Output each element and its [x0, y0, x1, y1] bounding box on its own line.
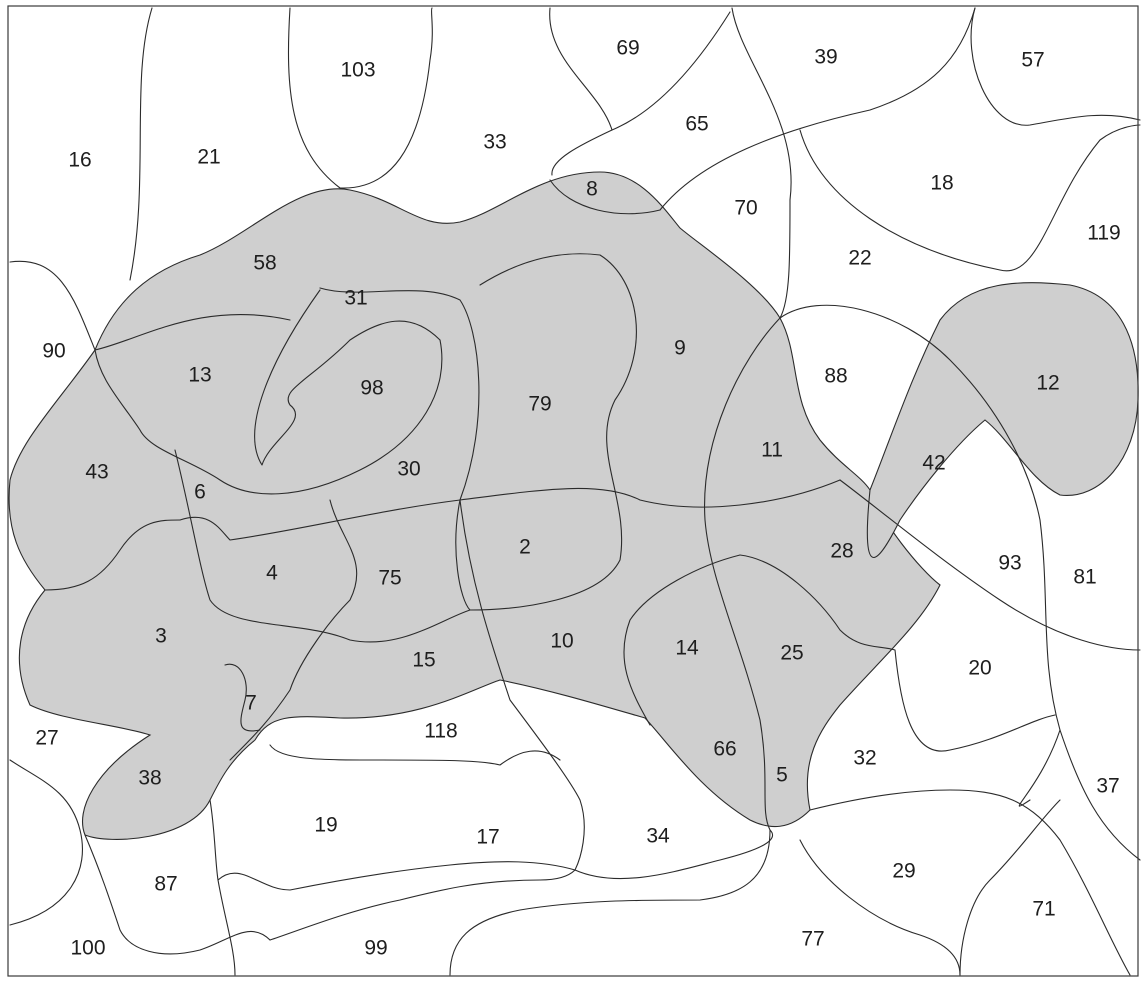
region-label: 25: [780, 642, 803, 665]
boundary-line: [731, 7, 792, 319]
region-label: 14: [675, 637, 699, 660]
region-label: 20: [968, 657, 991, 680]
region-label: 5: [776, 764, 788, 787]
region-label: 90: [42, 340, 65, 363]
region-label: 65: [685, 113, 708, 136]
region-label: 99: [364, 937, 387, 960]
boundary-line: [799, 124, 1141, 272]
boundary-line: [254, 289, 441, 466]
region-label: 69: [616, 37, 639, 60]
region-label: 39: [814, 46, 837, 69]
boundary-line: [9, 260, 96, 351]
region-label: 32: [853, 747, 876, 770]
region-label: 58: [253, 252, 276, 275]
region-label: 42: [922, 452, 945, 475]
region-label: 103: [340, 59, 375, 82]
region-label: 9: [674, 337, 686, 360]
boundary-line: [224, 663, 261, 732]
boundary-line: [217, 879, 236, 976]
boundary-line: [549, 179, 661, 215]
region-label: 87: [154, 873, 177, 896]
boundary-line: [94, 313, 291, 351]
boundary-line: [799, 839, 961, 976]
boundary-line: [839, 479, 1141, 651]
region-label: 119: [1087, 222, 1120, 245]
region-label: 93: [998, 552, 1021, 575]
region-label: 6: [194, 481, 206, 504]
region-label: 12: [1036, 372, 1059, 395]
region-label: 43: [85, 461, 108, 484]
boundary-line: [1059, 729, 1141, 861]
region-label: 16: [68, 149, 91, 172]
boundary-line: [459, 499, 585, 871]
region-label: 71: [1032, 898, 1055, 921]
boundary-line: [287, 7, 433, 189]
region-label: 22: [848, 247, 871, 270]
boundary-line: [9, 759, 83, 926]
region-label: 33: [483, 131, 506, 154]
boundary-line: [959, 799, 1061, 976]
region-label: 57: [1021, 49, 1044, 72]
boundary-line: [129, 7, 153, 281]
boundary-line: [229, 499, 358, 761]
boundary-line: [704, 317, 781, 831]
region-label: 66: [713, 738, 736, 761]
region-label: 30: [397, 458, 420, 481]
region-label: 79: [528, 393, 551, 416]
boundary-line: [94, 339, 443, 495]
boundary-line: [44, 519, 181, 591]
boundary-line: [269, 744, 561, 766]
boundary-line: [269, 869, 576, 941]
region-label: 3: [155, 625, 167, 648]
region-label: 7: [245, 692, 257, 715]
region-label: 77: [801, 928, 824, 951]
boundary-line: [179, 479, 841, 541]
region-label: 31: [344, 287, 367, 310]
region-label: 27: [35, 727, 58, 750]
boundary-line: [739, 554, 1056, 752]
region-label: 10: [550, 630, 573, 653]
region-label: 15: [412, 649, 435, 672]
region-label: 98: [360, 377, 383, 400]
boundary-line: [449, 829, 771, 976]
region-label: 118: [424, 720, 457, 743]
region-label: 17: [476, 826, 499, 849]
boundary-line: [319, 253, 637, 611]
boundary-line: [174, 449, 471, 643]
boundary-line: [209, 799, 576, 891]
boundary-line: [623, 554, 741, 726]
region-label: 88: [824, 365, 847, 388]
boundary-line: [970, 7, 1141, 126]
shaded-arm-region: [866, 282, 1139, 559]
boundary-line: [611, 11, 731, 131]
region-label: 11: [761, 439, 783, 462]
region-boundaries: [9, 7, 1141, 976]
region-label: 21: [197, 146, 220, 169]
region-label: 70: [734, 197, 757, 220]
boundary-line: [809, 789, 1131, 976]
region-label: 18: [930, 172, 953, 195]
boundary-line: [779, 304, 1061, 807]
region-label: 2: [519, 536, 531, 559]
region-label: 34: [646, 825, 670, 848]
region-label: 13: [188, 364, 211, 387]
region-labels: 103 69 39 57 65 16 21 33 18 8 70 119 58 …: [35, 37, 1120, 960]
boundary-line: [549, 7, 613, 176]
boundary-line: [659, 7, 976, 211]
puzzle-frame: [7, 5, 1139, 977]
region-label: 19: [314, 814, 337, 837]
boundary-line: [84, 834, 271, 955]
region-label: 4: [266, 562, 278, 585]
region-label: 29: [892, 860, 915, 883]
region-label: 81: [1073, 566, 1096, 589]
region-label: 100: [70, 937, 105, 960]
region-label: 8: [586, 178, 598, 201]
region-label: 38: [138, 767, 161, 790]
region-label: 75: [378, 567, 401, 590]
region-label: 28: [830, 540, 853, 563]
region-label: 37: [1096, 775, 1119, 798]
